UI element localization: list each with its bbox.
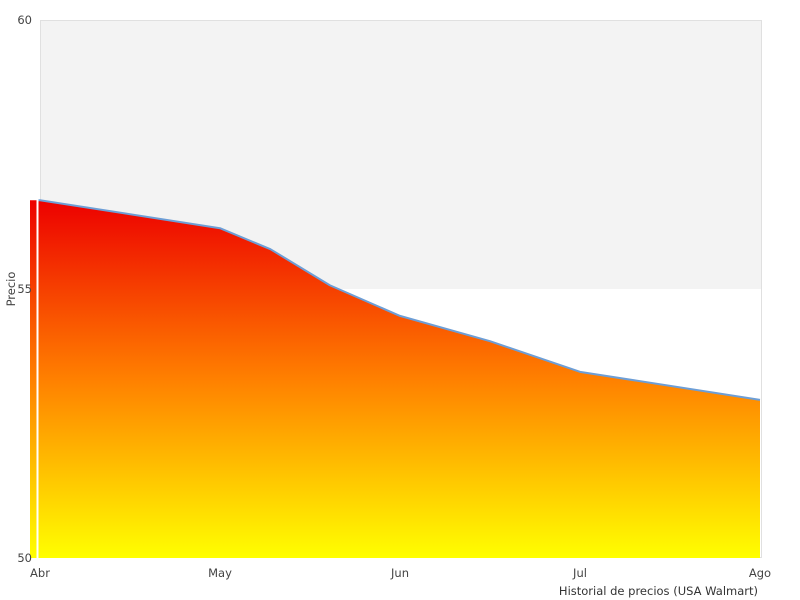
x-tick-label: Jun: [391, 566, 409, 580]
y-tick-label: 60: [17, 13, 32, 27]
y-tick-label: 50: [17, 551, 32, 565]
price-area: [30, 200, 760, 559]
x-tick-label: Ago: [748, 566, 772, 580]
x-tick-label: Abr: [30, 566, 50, 580]
chart-caption: Historial de precios (USA Walmart): [558, 584, 758, 598]
y-tick-label: 55: [17, 282, 32, 296]
price-line: [38, 199, 761, 401]
x-tick-label: May: [208, 566, 232, 580]
x-tick-label: Jul: [573, 566, 587, 580]
